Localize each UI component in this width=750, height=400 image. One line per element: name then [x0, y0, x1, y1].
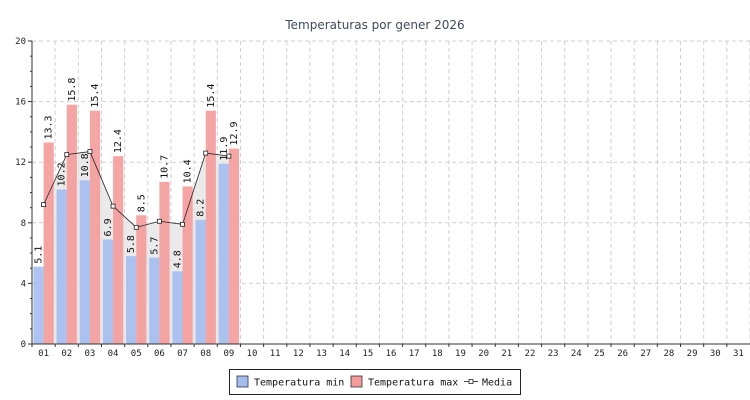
x-tick-label: 02 [61, 349, 72, 359]
data-label-max: 15.4 [90, 84, 101, 108]
bar-min [195, 219, 206, 344]
x-tick-label: 06 [154, 349, 165, 359]
media-point [156, 218, 162, 224]
x-tick-label: 07 [177, 349, 188, 359]
x-tick-label: 26 [617, 349, 628, 359]
x-tick-label: 03 [84, 349, 95, 359]
bar-min [149, 257, 160, 344]
data-label-max: 15.4 [206, 84, 217, 108]
x-tick-label: 10 [247, 349, 258, 359]
bar-min [126, 256, 137, 344]
x-tick-label: 31 [733, 349, 744, 359]
x-tick-label: 20 [478, 349, 489, 359]
x-tick-label: 18 [432, 349, 443, 359]
bar-min [56, 189, 67, 344]
legend-label-max: Temperatura max [368, 378, 458, 389]
y-tick-label: 8 [21, 219, 26, 229]
bar-min [172, 271, 183, 344]
data-label-min: 5.1 [33, 246, 44, 264]
data-label-min: 10.8 [80, 153, 91, 177]
data-label-max: 15.8 [67, 78, 78, 102]
x-tick-label: 04 [108, 349, 119, 359]
media-point [110, 203, 116, 209]
data-label-max: 8.5 [136, 194, 147, 212]
grid [32, 40, 750, 344]
y-tick-label: 4 [21, 279, 26, 289]
legend: Temperatura min Temperatura max Media [229, 369, 521, 395]
media-point [64, 152, 70, 158]
bar-max [113, 156, 124, 344]
data-label-max: 12.4 [113, 129, 124, 153]
x-tick-label: 22 [525, 349, 536, 359]
y-tick-label: 20 [15, 37, 26, 47]
bar-max [89, 110, 101, 344]
x-tick-label: 09 [223, 349, 234, 359]
data-label-min: 5.7 [149, 237, 160, 255]
bar-max [136, 215, 147, 344]
data-label-min: 4.8 [172, 250, 183, 268]
media-point [133, 224, 139, 230]
y-tick-label: 0 [21, 340, 26, 350]
data-label-max: 12.9 [229, 121, 240, 145]
legend-label-min: Temperatura min [254, 378, 344, 389]
legend-marker-media [468, 379, 474, 384]
x-tick-label: 23 [548, 349, 559, 359]
bar-max [159, 181, 170, 344]
media-point [180, 221, 185, 227]
legend-swatch-max [350, 375, 363, 388]
media-point [203, 150, 209, 156]
bar-min [79, 180, 90, 344]
x-tick-label: 17 [409, 349, 420, 359]
media-point [226, 153, 232, 159]
bar-max [43, 142, 54, 344]
x-tick-label: 13 [316, 349, 327, 359]
x-tick-label: 19 [455, 349, 466, 359]
x-tick-label: 15 [362, 349, 373, 359]
x-tick-label: 16 [386, 349, 397, 359]
y-tick-label: 16 [15, 98, 26, 108]
x-tick-label: 12 [293, 349, 304, 359]
bar-max [66, 104, 77, 344]
media-point [87, 149, 93, 154]
x-tick-label: 24 [571, 349, 582, 359]
bar-max [228, 148, 240, 344]
x-tick-label: 21 [501, 349, 512, 359]
bar-max [182, 186, 193, 344]
data-label-min: 6.9 [103, 218, 114, 236]
legend-label-media: Media [482, 378, 512, 389]
data-label-min: 8.2 [196, 199, 207, 217]
media-line [41, 149, 232, 230]
bar-min [218, 163, 229, 344]
bar-min [102, 239, 114, 344]
x-tick-label: 30 [710, 349, 721, 359]
data-label-min: 5.8 [126, 235, 137, 253]
y-tick-label: 12 [15, 158, 26, 168]
data-label-min: 11.9 [219, 137, 230, 161]
x-tick-label: 14 [339, 349, 350, 359]
x-tick-label: 27 [640, 349, 651, 359]
x-tick-label: 25 [594, 349, 605, 359]
x-tick-label: 05 [131, 349, 142, 359]
x-tick-label: 28 [664, 349, 675, 359]
data-label-max: 10.7 [159, 155, 170, 179]
x-tick-label: 29 [687, 349, 698, 359]
chart-title: Temperaturas por gener 2026 [284, 18, 464, 32]
bar-min [33, 266, 44, 344]
x-tick-label: 11 [270, 349, 281, 359]
data-label-max: 13.3 [44, 115, 55, 139]
legend-swatch-min [236, 375, 249, 388]
bars [33, 104, 240, 344]
x-tick-label: 08 [200, 349, 211, 359]
x-tick-label: 01 [38, 349, 49, 359]
data-label-min: 10.2 [57, 162, 68, 186]
data-label-max: 10.4 [183, 159, 194, 183]
data-labels: 5.1 13.3 10.2 15.8 10.8 15.4 6.9 12.4 5.8 8.5 5.7 1… [33, 78, 239, 269]
media-point [41, 202, 46, 208]
bar-max [205, 110, 216, 344]
